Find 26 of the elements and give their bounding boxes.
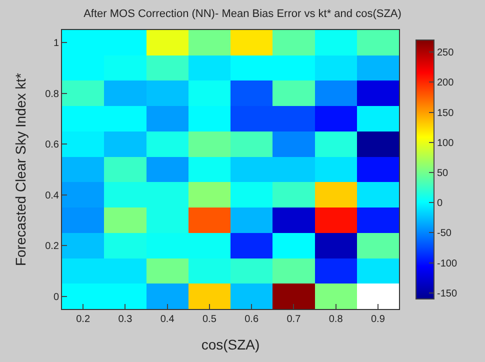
x-tick-label: 0.2 <box>76 314 90 325</box>
color-bar-label: 250 <box>437 48 454 59</box>
color-bar-label: -150 <box>437 288 458 300</box>
chart-title: After MOS Correction (NN)- Mean Bias Error vs kt* and cos(SZA) <box>84 8 402 20</box>
color-bar-label: 200 <box>437 78 454 89</box>
y-axis-title: Forecasted Clear Sky Index kt* <box>12 72 29 266</box>
color-bar-label: 150 <box>437 108 454 119</box>
x-axis-title: cos(SZA) <box>201 336 260 352</box>
y-tick-label: 0 <box>53 292 60 303</box>
color-bar-label: -50 <box>437 228 452 240</box>
x-tick-label: 0.8 <box>328 314 344 325</box>
y-tick-label: 0.8 <box>45 88 60 100</box>
color-bar-label: 100 <box>437 138 454 149</box>
color-bar-label: 50 <box>437 168 449 180</box>
y-tick-label: 1 <box>53 38 60 50</box>
color-bar-label: -100 <box>437 258 458 270</box>
x-tick-label: 0.3 <box>118 314 133 325</box>
x-tick-label: 0.9 <box>370 314 386 325</box>
y-tick-label: 0.6 <box>45 140 60 151</box>
x-tick-label: 0.5 <box>202 314 217 325</box>
y-tick-label: 0.4 <box>45 190 60 202</box>
color-bar-label: 0 <box>437 198 443 210</box>
x-tick-label: 0.7 <box>286 314 302 325</box>
y-tick-label: 0.2 <box>45 241 60 252</box>
x-tick-label: 0.6 <box>244 314 259 325</box>
x-tick-label: 0.4 <box>160 314 175 325</box>
